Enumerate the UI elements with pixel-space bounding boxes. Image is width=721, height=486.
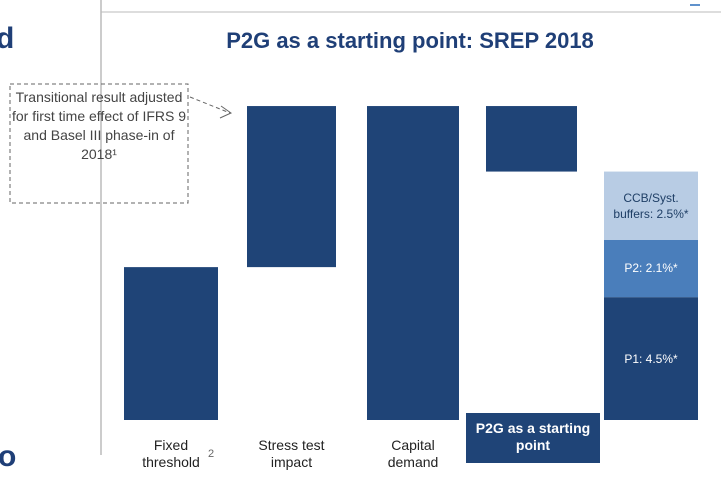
highlight-box bbox=[466, 413, 600, 463]
x-tick-label: P2G as a starting point bbox=[475, 420, 591, 453]
cropped-text: d bbox=[0, 22, 15, 55]
stack-segment bbox=[604, 171, 698, 240]
stack-segment bbox=[604, 297, 698, 420]
cropped-text: o bbox=[0, 440, 17, 473]
annotation-arrow-head bbox=[219, 105, 233, 119]
bar bbox=[247, 106, 336, 268]
x-tick-label: Stress test impact bbox=[258, 437, 325, 470]
annotation-arrow bbox=[189, 96, 231, 114]
bar bbox=[486, 106, 577, 172]
annotation: Transitional result adjusted for first t… bbox=[12, 89, 187, 162]
bar bbox=[367, 106, 459, 421]
annotation-box bbox=[9, 83, 189, 204]
stack-segment bbox=[604, 239, 698, 298]
data-label: P1: 4.5%* bbox=[624, 351, 678, 366]
x-tick-label: Capital demand bbox=[387, 437, 439, 470]
data-label: CCB/Syst. buffers: 2.5%* bbox=[613, 190, 689, 221]
bar bbox=[124, 267, 218, 420]
chart-title: P2G as a starting point: SREP 2018 bbox=[226, 28, 594, 53]
data-label: P2: 2.1%* bbox=[624, 261, 678, 276]
footnote-mark: 2 bbox=[207, 448, 215, 460]
x-tick-label: Fixed threshold bbox=[142, 437, 200, 470]
